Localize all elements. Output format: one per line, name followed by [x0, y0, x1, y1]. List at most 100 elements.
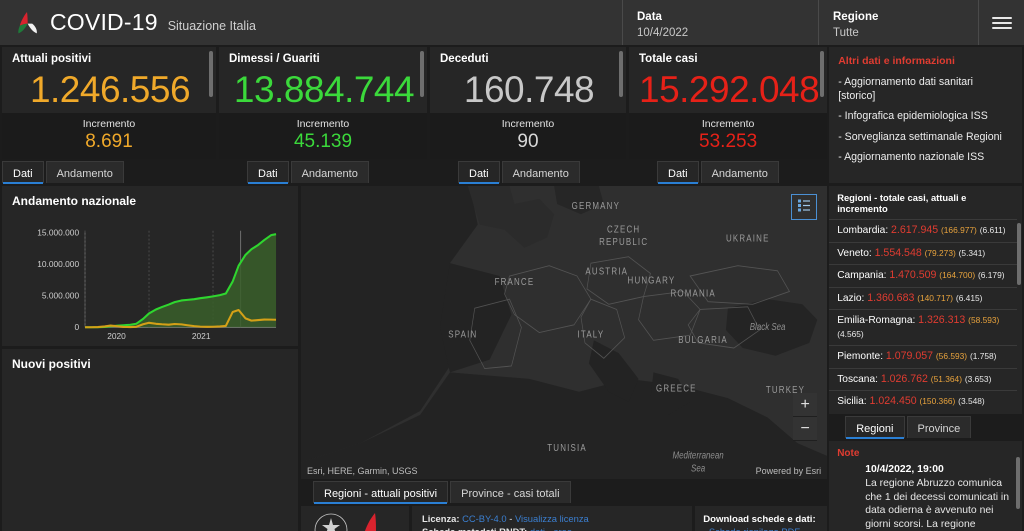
- zoom-in-button[interactable]: +: [793, 393, 818, 418]
- svg-text:TUNISIA: TUNISIA: [547, 442, 587, 453]
- other-info-link-infografica-iss[interactable]: - Infografica epidemiologica ISS: [838, 110, 988, 123]
- region-total: 1.360.683: [867, 291, 915, 304]
- regions-list[interactable]: Lombardia: 2.617.945 (166.977) (6.611) V…: [829, 219, 1022, 414]
- legend-toggle-button[interactable]: [791, 194, 818, 220]
- region-increment: (6.415): [955, 292, 983, 303]
- download-item-pdf[interactable]: - Schede riepilogo PDF: [703, 526, 819, 531]
- stat-card-deceduti: Deceduti 160.748 Incremento 90: [430, 47, 626, 159]
- region-filter[interactable]: Regione Tutte: [818, 0, 978, 45]
- region-increment: (6.611): [979, 225, 1006, 235]
- card-scrollbar[interactable]: [619, 51, 623, 97]
- license-line-1: Licenza: CC-BY-4.0 - Visualizza licenza: [422, 513, 682, 526]
- stat-top: Deceduti 160.748: [430, 47, 626, 113]
- note-scrollbar[interactable]: [1016, 457, 1020, 509]
- tab-dati-3[interactable]: Dati: [657, 161, 699, 184]
- card-scrollbar[interactable]: [420, 51, 424, 97]
- svg-text:SPAIN: SPAIN: [448, 329, 477, 340]
- card-scrollbar[interactable]: [209, 51, 213, 97]
- stat-increment-label: Incremento: [296, 118, 350, 130]
- note-body: 10/4/2022, 19:00 La regione Abruzzo comu…: [865, 463, 1014, 531]
- tab-dati-0[interactable]: Dati: [2, 161, 44, 184]
- regions-scrollbar[interactable]: [1017, 223, 1021, 285]
- region-increment: (6.179): [978, 270, 1005, 280]
- metadata-link-aree[interactable]: aree: [553, 526, 572, 531]
- svg-text:AUSTRIA: AUSTRIA: [585, 266, 628, 277]
- card-scrollbar[interactable]: [820, 51, 825, 97]
- region-increment: (3.653): [964, 373, 992, 384]
- metadata-label: Scheda metadati RNDT:: [422, 526, 527, 531]
- region-total: 1.554.548: [874, 246, 922, 259]
- region-total: 1.470.509: [889, 269, 937, 281]
- header-spacer: [270, 0, 622, 45]
- region-current: (79.273): [924, 247, 956, 258]
- other-info-link-sorveglianza-regioni[interactable]: - Sorveglianza settimanale Regioni: [838, 130, 1002, 143]
- region-row-emilia-romagna[interactable]: Emilia-Romagna: 1.326.313 (58.593) (4.56…: [829, 309, 1017, 345]
- date-filter[interactable]: Data 10/4/2022: [622, 0, 818, 45]
- region-name: Lazio:: [837, 292, 865, 304]
- other-info-title: Altri dati e informazioni: [838, 55, 955, 67]
- region-current: (56.593): [935, 351, 968, 361]
- tab-andamento-1[interactable]: Andamento: [290, 161, 369, 183]
- region-current: (51.364): [930, 373, 962, 384]
- svg-text:UKRAINE: UKRAINE: [726, 232, 770, 243]
- stat-title: Attuali positivi: [12, 53, 92, 65]
- stat-card-tabs-3: Dati Andamento: [657, 161, 827, 184]
- stat-increment-value: 8.691: [85, 131, 133, 152]
- region-total: 1.079.057: [885, 350, 934, 362]
- region-row-lombardia[interactable]: Lombardia: 2.617.945 (166.977) (6.611): [829, 219, 1017, 242]
- tab-andamento-2[interactable]: Andamento: [501, 161, 580, 183]
- europe-map[interactable]: FRANCE SPAIN GERMANY CZECH REPUBLIC AUST…: [301, 186, 828, 480]
- svg-text:GERMANY: GERMANY: [572, 200, 620, 211]
- tab-province[interactable]: Province: [906, 416, 972, 438]
- stat-increment: Incremento 45.139: [219, 113, 427, 159]
- region-increment: (3.548): [958, 396, 985, 406]
- tab-dati-2[interactable]: Dati: [458, 161, 500, 184]
- other-info-link-dati-sanitari[interactable]: - Aggiornamento dati sanitari [storico]: [838, 76, 974, 103]
- region-row-veneto[interactable]: Veneto: 1.554.548 (79.273) (5.341): [829, 241, 1017, 265]
- stat-title: Totale casi: [639, 53, 698, 65]
- map-tabs: Regioni - attuali positivi Province - ca…: [313, 481, 827, 505]
- region-current: (150.366): [919, 396, 956, 406]
- stat-card-tabs-0: Dati Andamento: [2, 161, 216, 184]
- andamento-nazionale-chart[interactable]: 15.000.000 10.000.000 5.000.000 0: [6, 214, 294, 342]
- region-row-lazio[interactable]: Lazio: 1.360.683 (140.717) (6.415): [829, 286, 1017, 310]
- tab-andamento-0[interactable]: Andamento: [45, 161, 124, 183]
- tab-regioni[interactable]: Regioni: [845, 416, 905, 439]
- svg-text:Mediterranean: Mediterranean: [673, 450, 724, 461]
- tab-andamento-3[interactable]: Andamento: [700, 161, 779, 183]
- tab-regioni-attuali-positivi[interactable]: Regioni - attuali positivi: [313, 481, 449, 505]
- chart-area: 15.000.000 10.000.000 5.000.000 0: [2, 212, 298, 347]
- license-link-view[interactable]: Visualizza licenza: [514, 513, 589, 525]
- other-info-link-aggiornamento-iss[interactable]: - Aggiornamento nazionale ISS: [838, 150, 985, 163]
- region-row-toscana[interactable]: Toscana: 1.026.762 (51.364) (3.653): [829, 367, 1017, 391]
- region-row-sicilia[interactable]: Sicilia: 1.024.450 (150.366) (3.548): [829, 390, 1017, 413]
- license-label: Licenza:: [422, 513, 460, 525]
- tab-province-casi-totali[interactable]: Province - casi totali: [450, 481, 571, 504]
- stat-title: Dimessi / Guariti: [229, 53, 320, 65]
- stat-card-attuali-positivi: Attuali positivi 1.246.556 Incremento 8.…: [2, 47, 216, 159]
- regions-tabs: Regioni Province: [843, 416, 1022, 439]
- stat-top: Dimessi / Guariti 13.884.744: [219, 47, 427, 113]
- metadata-link-dati[interactable]: dati: [530, 526, 545, 531]
- svg-text:Sea: Sea: [691, 462, 705, 473]
- region-total: 1.024.450: [869, 395, 917, 407]
- regions-title: Regioni - totale casi, attuali e increme…: [837, 192, 967, 214]
- svg-text:CZECH: CZECH: [607, 223, 640, 234]
- svg-text:TURKEY: TURKEY: [766, 384, 805, 395]
- map-panel[interactable]: FRANCE SPAIN GERMANY CZECH REPUBLIC AUST…: [301, 186, 828, 480]
- region-name: Toscana:: [837, 373, 878, 385]
- zoom-out-button[interactable]: −: [793, 417, 818, 442]
- region-row-campania[interactable]: Campania: 1.470.509 (164.700) (6.179): [829, 264, 1017, 287]
- stat-increment-label: Incremento: [501, 118, 555, 130]
- tab-dati-1[interactable]: Dati: [247, 161, 289, 184]
- left-column: Andamento nazionale 15.000.000 10.000.00…: [2, 186, 298, 531]
- menu-button[interactable]: [978, 0, 1024, 45]
- license-link-ccby[interactable]: CC-BY-4.0: [462, 513, 507, 525]
- license-line-2: Scheda metadati RNDT: dati - aree: [422, 526, 682, 531]
- protezione-civile-logo-icon: [14, 10, 40, 36]
- region-row-piemonte[interactable]: Piemonte: 1.079.057 (56.593) (1.758): [829, 345, 1017, 368]
- region-name: Veneto:: [837, 247, 872, 259]
- date-value: 10/4/2022: [637, 27, 689, 39]
- region-total: 1.326.313: [918, 314, 966, 326]
